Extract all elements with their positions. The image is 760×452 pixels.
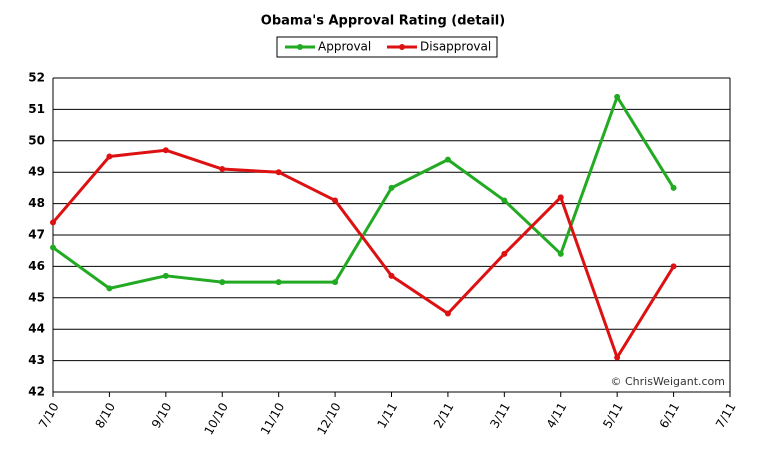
point [50,244,56,251]
point [614,354,621,361]
point [162,147,169,154]
y-tick-label: 48 [28,196,45,210]
point [670,184,677,191]
x-tick-label: 3/11 [487,400,513,430]
x-tick-label: 10/10 [201,400,230,437]
point [444,310,451,317]
point [501,197,508,204]
x-tick-label: 12/10 [314,400,343,437]
legend-dot [297,44,303,50]
point [444,156,451,163]
point [275,279,282,286]
point [106,153,113,160]
x-tick-label: 1/11 [375,400,401,430]
point [388,272,395,279]
y-tick-label: 46 [28,259,45,273]
chart-title: Obama's Approval Rating (detail) [261,14,505,29]
point [614,93,621,100]
y-tick-label: 45 [28,290,45,304]
y-tick-label: 50 [28,133,45,147]
x-tick-label: 5/11 [600,400,626,430]
point [670,263,677,270]
point [275,169,282,176]
x-tick-label: 6/11 [657,400,683,430]
point [557,194,564,201]
x-tick-label: 2/11 [431,400,457,430]
x-tick-label: 7/10 [36,400,62,430]
legend-label: Disapproval [420,40,491,54]
annotation: © ChrisWeigant.com [610,375,725,388]
point [332,279,339,286]
point [219,166,226,173]
y-tick-label: 51 [28,102,45,116]
y-tick-label: 52 [28,71,45,85]
y-tick-label: 42 [28,385,45,399]
x-tick-label: 9/10 [149,400,175,430]
x-tick-label: 11/10 [258,400,287,437]
series-line [52,95,675,290]
x-tick-label: 4/11 [544,400,570,430]
point [106,285,113,292]
point [557,250,564,257]
y-tick-label: 43 [28,353,45,367]
y-tick-label: 49 [28,165,45,179]
y-tick-label: 44 [28,322,45,336]
point [162,272,169,279]
y-tick-label: 47 [28,228,45,242]
point [219,279,226,286]
series-line [51,148,675,359]
legend-label: Approval [318,40,371,54]
point [332,197,339,204]
legend-dot [399,44,405,50]
x-tick-label: 7/11 [713,400,739,430]
point [50,219,56,226]
x-tick-label: 8/10 [92,400,118,430]
point [388,184,395,191]
point [501,250,508,257]
